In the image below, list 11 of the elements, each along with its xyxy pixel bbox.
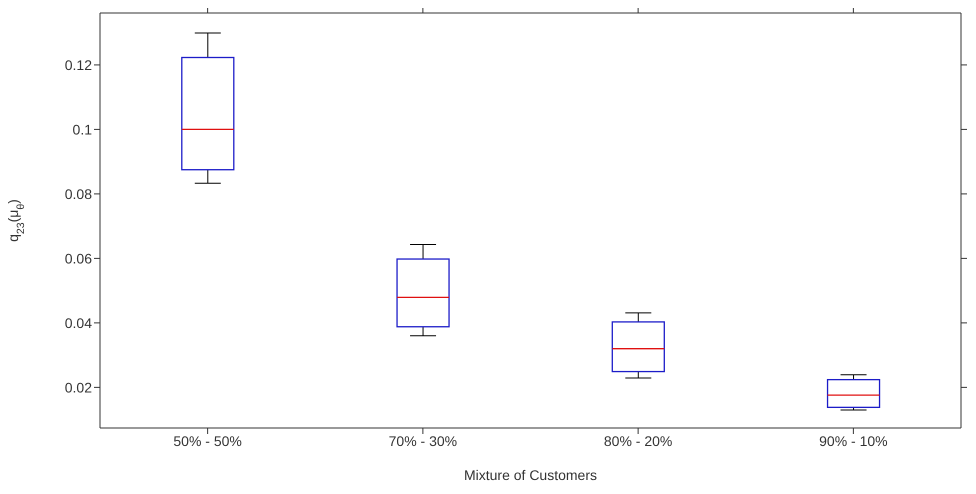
y-tick-label: 0.04: [64, 314, 92, 331]
y-tick-label: 0.12: [64, 56, 92, 73]
x-tick-label: 70% - 30%: [388, 432, 458, 449]
x-tick-label: 80% - 20%: [604, 432, 672, 449]
y-tick-label: 0.08: [64, 186, 92, 202]
x-tick-label: 90% - 10%: [819, 432, 888, 449]
x-tick-label: 50% - 50%: [173, 432, 242, 449]
y-tick-label: 0.02: [64, 379, 92, 396]
x-axis-title: Mixture of Customers: [464, 467, 598, 483]
y-tick-label: 0.1: [72, 121, 92, 138]
y-tick-label: 0.06: [64, 250, 92, 266]
